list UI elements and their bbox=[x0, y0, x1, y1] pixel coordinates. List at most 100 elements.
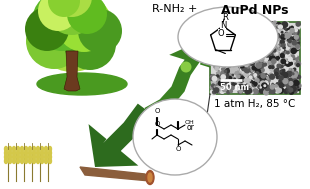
Circle shape bbox=[233, 53, 238, 57]
Circle shape bbox=[270, 22, 274, 26]
Circle shape bbox=[224, 31, 227, 33]
Circle shape bbox=[238, 84, 243, 89]
Circle shape bbox=[242, 62, 246, 66]
Ellipse shape bbox=[37, 159, 39, 163]
Circle shape bbox=[237, 79, 240, 81]
Circle shape bbox=[210, 22, 215, 27]
Circle shape bbox=[232, 30, 234, 31]
Circle shape bbox=[237, 74, 241, 78]
Circle shape bbox=[270, 88, 275, 93]
Circle shape bbox=[241, 23, 243, 25]
Circle shape bbox=[260, 75, 264, 79]
Circle shape bbox=[289, 41, 294, 46]
Circle shape bbox=[246, 78, 250, 82]
Circle shape bbox=[271, 27, 275, 31]
Circle shape bbox=[285, 26, 290, 31]
Circle shape bbox=[255, 62, 258, 66]
Circle shape bbox=[273, 40, 277, 43]
Circle shape bbox=[261, 26, 263, 28]
Ellipse shape bbox=[45, 150, 47, 156]
Circle shape bbox=[234, 52, 237, 54]
Circle shape bbox=[261, 40, 266, 45]
Circle shape bbox=[282, 35, 284, 37]
Circle shape bbox=[257, 82, 259, 84]
Circle shape bbox=[231, 43, 235, 48]
Circle shape bbox=[220, 22, 223, 26]
Circle shape bbox=[234, 36, 238, 40]
Circle shape bbox=[46, 0, 98, 35]
Circle shape bbox=[220, 90, 224, 94]
Circle shape bbox=[222, 75, 224, 77]
Circle shape bbox=[289, 72, 292, 76]
Circle shape bbox=[286, 51, 289, 54]
Circle shape bbox=[295, 51, 298, 54]
Ellipse shape bbox=[29, 159, 32, 163]
Circle shape bbox=[232, 50, 235, 53]
Circle shape bbox=[263, 43, 268, 49]
Circle shape bbox=[210, 28, 215, 34]
Ellipse shape bbox=[41, 159, 43, 163]
Circle shape bbox=[270, 47, 271, 48]
Circle shape bbox=[214, 60, 217, 63]
Circle shape bbox=[226, 70, 228, 72]
Circle shape bbox=[34, 0, 110, 72]
Circle shape bbox=[257, 75, 258, 76]
Circle shape bbox=[268, 43, 270, 45]
Circle shape bbox=[283, 25, 288, 30]
Circle shape bbox=[226, 71, 231, 77]
Circle shape bbox=[272, 28, 274, 30]
Circle shape bbox=[296, 65, 298, 67]
Circle shape bbox=[294, 81, 296, 84]
Circle shape bbox=[242, 24, 245, 27]
Circle shape bbox=[290, 69, 293, 72]
Circle shape bbox=[286, 57, 289, 60]
Circle shape bbox=[261, 73, 266, 78]
Circle shape bbox=[220, 75, 224, 79]
Circle shape bbox=[219, 85, 222, 89]
Circle shape bbox=[211, 76, 216, 81]
Circle shape bbox=[231, 45, 233, 47]
Circle shape bbox=[269, 30, 274, 35]
Ellipse shape bbox=[5, 159, 7, 163]
Circle shape bbox=[289, 78, 293, 82]
Circle shape bbox=[266, 49, 267, 50]
Circle shape bbox=[289, 55, 292, 58]
Circle shape bbox=[259, 58, 262, 61]
Circle shape bbox=[231, 86, 234, 90]
Circle shape bbox=[232, 37, 234, 40]
Circle shape bbox=[269, 45, 272, 48]
Circle shape bbox=[285, 32, 287, 35]
Circle shape bbox=[297, 75, 300, 79]
Circle shape bbox=[241, 60, 244, 64]
Circle shape bbox=[214, 86, 216, 88]
Circle shape bbox=[218, 36, 220, 38]
Circle shape bbox=[226, 85, 231, 90]
Circle shape bbox=[291, 86, 296, 91]
Circle shape bbox=[233, 62, 238, 68]
Circle shape bbox=[216, 47, 219, 50]
Circle shape bbox=[255, 43, 256, 44]
Circle shape bbox=[218, 21, 222, 25]
Circle shape bbox=[290, 47, 295, 52]
Circle shape bbox=[214, 46, 216, 48]
Circle shape bbox=[293, 56, 299, 61]
Circle shape bbox=[225, 89, 228, 92]
Circle shape bbox=[272, 42, 277, 46]
Circle shape bbox=[263, 56, 268, 61]
Circle shape bbox=[288, 37, 292, 41]
Circle shape bbox=[265, 47, 268, 50]
Circle shape bbox=[216, 30, 220, 33]
Circle shape bbox=[235, 49, 237, 51]
Circle shape bbox=[254, 63, 259, 68]
Circle shape bbox=[224, 74, 226, 75]
Circle shape bbox=[219, 50, 223, 54]
Circle shape bbox=[240, 57, 243, 60]
Circle shape bbox=[287, 36, 291, 40]
Circle shape bbox=[294, 31, 298, 34]
Circle shape bbox=[297, 83, 299, 84]
Circle shape bbox=[295, 91, 296, 93]
Circle shape bbox=[294, 61, 295, 62]
Circle shape bbox=[258, 80, 260, 82]
Circle shape bbox=[250, 74, 255, 78]
Circle shape bbox=[267, 77, 269, 79]
